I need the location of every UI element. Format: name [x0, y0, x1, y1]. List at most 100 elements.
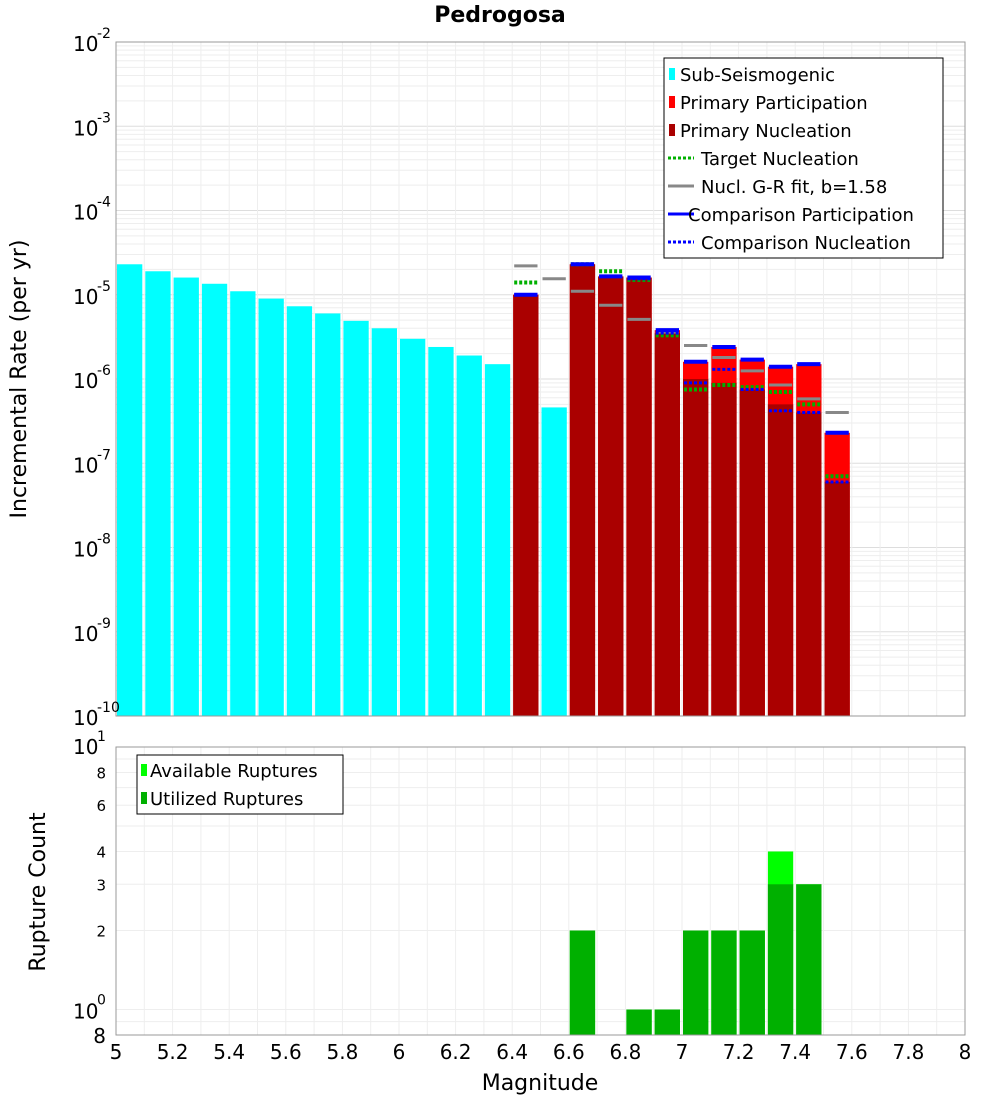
rate-line-markers	[514, 262, 849, 484]
rate-legend-box	[663, 57, 944, 259]
rate-bars	[117, 264, 850, 716]
count-y-tick-base: 10	[73, 735, 98, 759]
rate-y-tick-exponent: -3	[97, 110, 111, 126]
legend-swatch	[669, 96, 675, 108]
count-y-tick: 3	[96, 876, 106, 894]
rate-y-axis-label: Incremental Rate (per yr)	[7, 240, 32, 519]
count-y-tick-exponent: 1	[97, 729, 106, 745]
sub-seismogenic-bar	[286, 306, 313, 716]
primary-nucleation-bar	[626, 277, 652, 716]
rate-y-tick: 10-2	[73, 26, 111, 56]
x-tick-label: 7.4	[779, 1040, 811, 1064]
rate-y-tick-exponent: -10	[97, 700, 120, 716]
rate-y-tick-base: 10	[73, 538, 98, 562]
legend-label: Available Ruptures	[150, 761, 318, 782]
rate-y-tick-base: 10	[73, 706, 98, 730]
sub-seismogenic-bar	[484, 364, 511, 716]
count-bars	[569, 851, 822, 1035]
count-y-tick-exponent: 0	[97, 993, 106, 1009]
legend-label: Primary Nucleation	[680, 121, 852, 142]
count-y-tick: 6	[96, 797, 106, 815]
rate-y-tick-exponent: -5	[97, 279, 111, 295]
utilized-ruptures-bar	[767, 884, 794, 1035]
primary-nucleation-bar	[654, 333, 680, 716]
utilized-ruptures-bar	[796, 884, 822, 1035]
legend-label: Comparison Nucleation	[701, 233, 911, 254]
rate-y-tick-exponent: -7	[97, 447, 111, 463]
primary-nucleation-bar	[824, 481, 850, 716]
sub-seismogenic-bar	[230, 291, 256, 716]
x-tick-label: 5.4	[213, 1040, 245, 1064]
rate-y-tick: 10-4	[73, 195, 111, 225]
sub-seismogenic-bar	[258, 298, 284, 716]
rate-y-tick-labels: 10-210-310-410-510-610-710-810-910-10	[73, 26, 120, 730]
chart-title: Pedrogosa	[434, 3, 566, 28]
x-tick-label: 7.8	[892, 1040, 924, 1064]
rate-legend: Sub-Seismogenic Primary Participation Prim…	[663, 57, 944, 259]
rate-y-tick: 10-7	[73, 447, 111, 477]
x-tick-label: 7	[676, 1040, 689, 1064]
legend-swatch	[141, 764, 147, 776]
legend-label: Sub-Seismogenic	[680, 65, 835, 86]
count-y-tick: 8	[96, 764, 106, 782]
rate-panel: 10-210-310-410-510-610-710-810-910-10 In…	[7, 26, 966, 730]
rate-plot-frame	[115, 41, 966, 717]
x-tick-label: 8	[959, 1040, 972, 1064]
rate-y-tick-exponent: -4	[97, 195, 111, 211]
sub-seismogenic-bar	[456, 355, 482, 716]
utilized-ruptures-bar	[654, 1009, 680, 1035]
primary-nucleation-bar	[739, 389, 765, 716]
primary-nucleation-bar	[711, 382, 737, 716]
sub-seismogenic-bar	[400, 338, 426, 716]
rate-y-tick-exponent: -2	[97, 26, 111, 42]
x-tick-label: 7.6	[836, 1040, 868, 1064]
sub-seismogenic-bar	[117, 264, 143, 716]
primary-nucleation-bar	[569, 264, 596, 716]
count-y-tick: 4	[96, 843, 106, 861]
rate-y-tick: 10-10	[73, 700, 120, 730]
legend-label: Primary Participation	[680, 93, 868, 114]
legend-label: Target Nucleation	[700, 149, 859, 170]
x-tick-labels: 5 5.2 5.4 5.6 5.8 6 6.2 6.4 6.6 6.8 7 7.2 7.4 7.6 7.8 8	[110, 1040, 972, 1064]
count-legend-box	[136, 754, 344, 815]
sub-seismogenic-bar	[201, 283, 228, 716]
x-tick-label: 6.4	[496, 1040, 528, 1064]
primary-nucleation-bar	[767, 404, 794, 716]
rate-y-tick-base: 10	[73, 116, 98, 140]
primary-nucleation-bar	[796, 412, 822, 716]
x-tick-label: 5.8	[326, 1040, 358, 1064]
utilized-ruptures-bar	[569, 930, 596, 1035]
rate-y-tick: 10-9	[73, 616, 111, 646]
primary-nucleation-bar	[513, 294, 539, 716]
legend-label: Nucl. G-R fit, b=1.58	[701, 177, 887, 198]
rate-y-tick-exponent: -8	[97, 532, 111, 548]
rate-y-tick: 10-5	[73, 279, 111, 309]
x-tick-label: 6.8	[609, 1040, 641, 1064]
x-tick-label: 7.2	[723, 1040, 755, 1064]
count-y-tick: 8	[93, 1024, 106, 1048]
rate-y-tick: 10-8	[73, 532, 111, 562]
count-y-tick: 2	[96, 923, 106, 941]
legend-swatch	[669, 124, 675, 136]
rate-y-tick: 10-6	[73, 363, 111, 393]
legend-swatch	[141, 792, 147, 804]
sub-seismogenic-bar	[343, 320, 369, 716]
x-tick-label: 6	[393, 1040, 406, 1064]
rate-y-tick-exponent: -6	[97, 363, 111, 379]
x-tick-label: 5.6	[270, 1040, 302, 1064]
sub-seismogenic-bar	[428, 346, 454, 716]
legend-swatch	[669, 68, 675, 80]
rate-y-tick-base: 10	[73, 369, 98, 393]
sub-seismogenic-bar	[173, 277, 199, 716]
rate-y-tick-base: 10	[73, 453, 98, 477]
count-legend: Available Ruptures Utilized Ruptures	[136, 754, 344, 815]
sub-seismogenic-bar	[371, 328, 397, 716]
utilized-ruptures-bar	[626, 1009, 652, 1035]
x-tick-label: 6.2	[440, 1040, 472, 1064]
rate-y-tick-base: 10	[73, 622, 98, 646]
x-tick-label: 5	[110, 1040, 123, 1064]
count-y-tick-base: 10	[73, 1000, 98, 1024]
